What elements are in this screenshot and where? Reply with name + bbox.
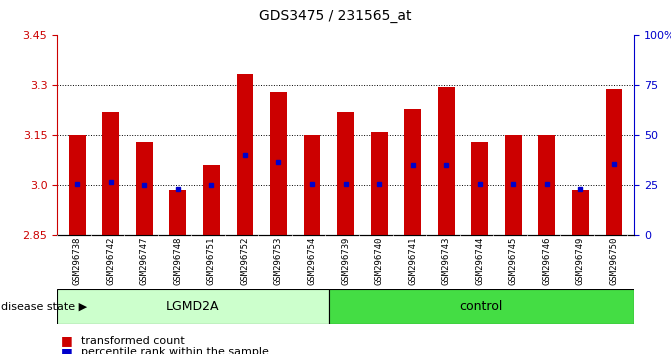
Bar xyxy=(303,136,320,235)
Bar xyxy=(605,89,622,235)
Text: GSM296739: GSM296739 xyxy=(341,237,350,285)
Text: GSM296748: GSM296748 xyxy=(173,237,183,285)
Text: GSM296738: GSM296738 xyxy=(72,237,82,285)
Text: control: control xyxy=(460,300,503,313)
Text: disease state ▶: disease state ▶ xyxy=(1,301,87,311)
Text: GSM296740: GSM296740 xyxy=(374,237,384,285)
Bar xyxy=(437,87,454,235)
Text: GSM296749: GSM296749 xyxy=(576,237,585,285)
Text: GDS3475 / 231565_at: GDS3475 / 231565_at xyxy=(259,9,412,23)
Text: GSM296741: GSM296741 xyxy=(408,237,417,285)
Text: GSM296750: GSM296750 xyxy=(609,237,619,285)
Bar xyxy=(236,74,253,235)
Bar xyxy=(102,112,119,235)
Text: GSM296746: GSM296746 xyxy=(542,237,552,285)
Text: GSM296753: GSM296753 xyxy=(274,237,283,285)
Text: GSM296743: GSM296743 xyxy=(442,237,451,285)
Bar xyxy=(404,109,421,235)
Bar xyxy=(136,142,152,235)
Text: GSM296742: GSM296742 xyxy=(106,237,115,285)
Bar xyxy=(505,136,521,235)
Bar xyxy=(203,165,219,235)
Text: GSM296752: GSM296752 xyxy=(240,237,250,285)
Bar xyxy=(538,136,555,235)
Bar xyxy=(169,190,186,235)
Bar xyxy=(370,132,387,235)
Text: GSM296744: GSM296744 xyxy=(475,237,484,285)
Text: ■: ■ xyxy=(60,334,72,347)
Bar xyxy=(270,92,287,235)
Text: GSM296747: GSM296747 xyxy=(140,237,149,285)
FancyBboxPatch shape xyxy=(329,289,634,324)
Text: GSM296745: GSM296745 xyxy=(509,237,518,285)
Bar xyxy=(471,142,488,235)
Text: GSM296751: GSM296751 xyxy=(207,237,216,285)
Text: ■: ■ xyxy=(60,346,72,354)
Text: percentile rank within the sample: percentile rank within the sample xyxy=(81,347,268,354)
Bar xyxy=(68,136,85,235)
Text: LGMD2A: LGMD2A xyxy=(166,300,219,313)
Text: transformed count: transformed count xyxy=(81,336,185,346)
Bar xyxy=(572,190,588,235)
Text: GSM296754: GSM296754 xyxy=(307,237,317,285)
Bar xyxy=(337,112,354,235)
FancyBboxPatch shape xyxy=(57,289,329,324)
